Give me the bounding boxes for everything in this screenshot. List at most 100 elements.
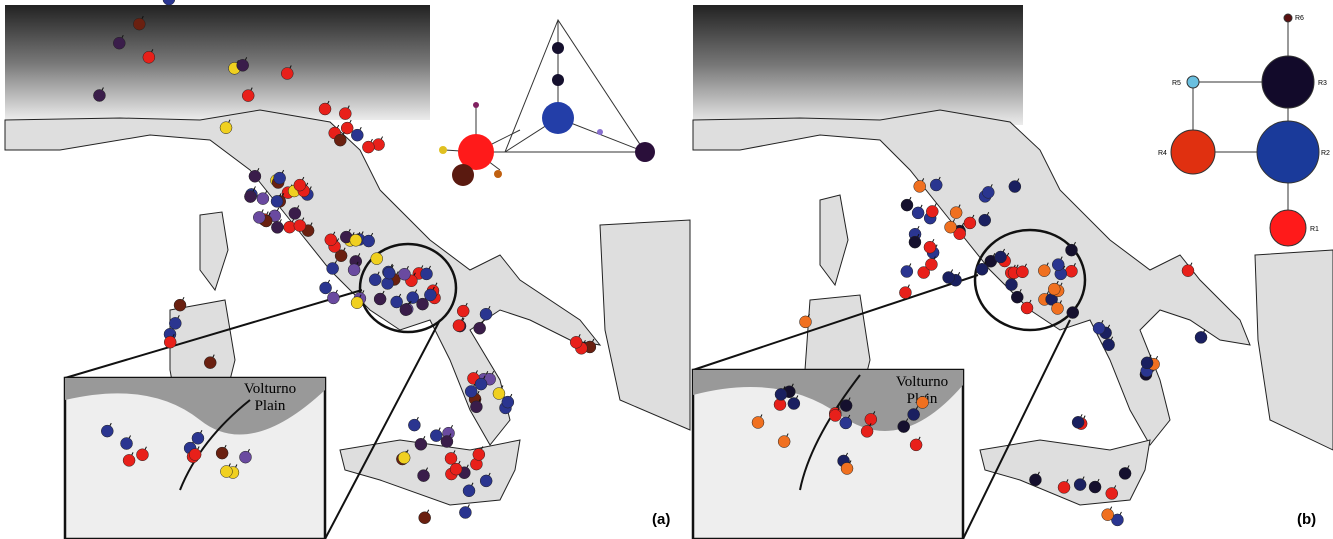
sample-site: [914, 180, 926, 192]
sample-site: [1102, 509, 1114, 521]
balkans: [1255, 250, 1333, 450]
sample-site: [334, 134, 346, 146]
zoom-line: [963, 320, 1070, 539]
inset-label: Volturno: [896, 374, 948, 390]
sample-site: [113, 37, 125, 49]
sample-site: [237, 59, 249, 71]
sample-site: [123, 454, 135, 466]
sample-site: [163, 0, 175, 5]
sample-site: [1072, 416, 1084, 428]
sample-site: [898, 421, 910, 433]
sample-site: [383, 267, 395, 279]
sample-site: [799, 316, 811, 328]
panel-b: Volturno Plain R6 R5 R3 R4 R2 R1 (b): [693, 5, 1333, 539]
sample-site: [1052, 259, 1064, 271]
sample-site: [1038, 265, 1050, 277]
sample-site: [339, 108, 351, 120]
sample-site: [408, 419, 420, 431]
sample-site: [244, 191, 256, 203]
sample-site: [912, 207, 924, 219]
sample-site: [445, 452, 457, 464]
sample-site: [474, 322, 486, 334]
sample-site: [917, 396, 929, 408]
sample-site: [909, 236, 921, 248]
node-label: R3: [1318, 80, 1327, 87]
sample-site: [840, 400, 852, 412]
sample-site: [281, 67, 293, 79]
sample-site: [459, 506, 471, 518]
sample-site: [169, 317, 181, 329]
sample-site: [1009, 181, 1021, 193]
node-label: R4: [1158, 150, 1167, 157]
sample-site: [350, 234, 362, 246]
sample-site: [943, 272, 955, 284]
sample-site: [841, 462, 853, 474]
sample-site: [788, 398, 800, 410]
corsica: [200, 212, 228, 290]
sample-site: [441, 436, 453, 448]
sample-site: [121, 438, 133, 450]
sample-site: [752, 416, 764, 428]
sample-site: [294, 179, 306, 191]
sample-site: [174, 299, 186, 311]
sample-site: [1106, 487, 1118, 499]
panel-label: (b): [1297, 511, 1316, 528]
sample-site: [327, 292, 339, 304]
sample-site: [249, 170, 261, 182]
sample-site: [143, 51, 155, 63]
sample-site: [351, 297, 363, 309]
sample-site: [341, 122, 353, 134]
network-a: [439, 20, 655, 186]
sample-site: [400, 304, 412, 316]
sample-site: [924, 241, 936, 253]
sample-site: [950, 207, 962, 219]
sample-site: [430, 430, 442, 442]
sample-site: [1119, 467, 1131, 479]
sample-site: [271, 221, 283, 233]
sample-site: [945, 221, 957, 233]
sample-site: [351, 129, 363, 141]
figure: Volturno Plain (a) Volturno Plain: [0, 0, 1333, 539]
sample-site: [216, 447, 228, 459]
sample-site: [136, 449, 148, 461]
sample-site: [1011, 291, 1023, 303]
sample-site: [502, 396, 514, 408]
inset-label: Plain: [255, 398, 286, 414]
sample-site: [979, 214, 991, 226]
sample-site: [470, 401, 482, 413]
alps: [5, 5, 430, 120]
sample-site: [908, 409, 920, 421]
sample-site: [1021, 302, 1033, 314]
sample-site: [204, 357, 216, 369]
sample-site: [319, 103, 331, 115]
sample-site: [1074, 479, 1086, 491]
sample-site: [570, 336, 582, 348]
sample-site: [348, 264, 360, 276]
sample-site: [463, 485, 475, 497]
sample-site: [418, 470, 430, 482]
sample-site: [415, 438, 427, 450]
sample-site: [421, 268, 433, 280]
sample-site: [475, 378, 487, 390]
sample-site: [369, 274, 381, 286]
sample-site: [775, 388, 787, 400]
sample-site: [901, 199, 913, 211]
sample-site: [493, 388, 505, 400]
sample-site: [901, 265, 913, 277]
sample-site: [164, 336, 176, 348]
sample-site: [926, 205, 938, 217]
sample-site: [465, 385, 477, 397]
zoom-line: [325, 320, 440, 539]
sample-site: [829, 409, 841, 421]
sample-site: [480, 475, 492, 487]
sample-site: [93, 89, 105, 101]
sample-site: [133, 18, 145, 30]
sample-site: [976, 263, 988, 275]
panel-label: (a): [652, 511, 670, 528]
sample-site: [861, 425, 873, 437]
sample-site: [419, 512, 431, 524]
sample-site: [1141, 357, 1153, 369]
sample-site: [398, 452, 410, 464]
sample-site: [778, 436, 790, 448]
balkans: [600, 220, 690, 430]
